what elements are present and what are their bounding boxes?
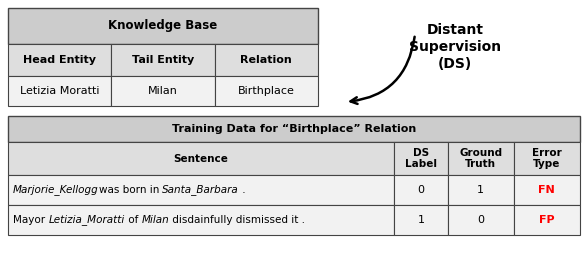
Text: 0: 0 <box>417 185 425 195</box>
Bar <box>448 142 514 175</box>
Bar <box>8 76 111 106</box>
Text: 1: 1 <box>417 215 425 225</box>
Text: Training Data for “Birthplace” Relation: Training Data for “Birthplace” Relation <box>172 124 416 134</box>
Bar <box>8 116 580 142</box>
Text: Knowledge Base: Knowledge Base <box>108 20 218 33</box>
Bar <box>448 205 514 235</box>
Text: DS
Label: DS Label <box>405 148 437 169</box>
Bar <box>394 142 448 175</box>
Text: Tail Entity: Tail Entity <box>132 55 194 65</box>
Text: was born in: was born in <box>99 185 162 195</box>
Text: Mayor: Mayor <box>13 215 48 225</box>
Bar <box>394 175 448 205</box>
Text: Sentence: Sentence <box>173 153 229 164</box>
Bar <box>514 205 580 235</box>
Bar <box>111 44 215 76</box>
Text: Distant
Supervision
(DS): Distant Supervision (DS) <box>409 23 501 71</box>
Text: Letizia_Moratti: Letizia_Moratti <box>48 215 125 226</box>
Bar <box>215 44 318 76</box>
Bar <box>215 76 318 106</box>
Bar <box>448 175 514 205</box>
Text: Milan: Milan <box>141 215 169 225</box>
Text: Marjorie_Kellogg: Marjorie_Kellogg <box>13 185 99 196</box>
Bar <box>514 175 580 205</box>
Text: of: of <box>125 215 141 225</box>
Text: Letizia Moratti: Letizia Moratti <box>20 86 99 96</box>
Text: Error
Type: Error Type <box>532 148 562 169</box>
Bar <box>8 205 394 235</box>
Bar <box>111 76 215 106</box>
Text: .: . <box>239 185 246 195</box>
Text: Santa_Barbara: Santa_Barbara <box>162 185 239 196</box>
Bar <box>8 175 394 205</box>
Text: Milan: Milan <box>148 86 178 96</box>
Bar <box>394 205 448 235</box>
Text: 0: 0 <box>477 215 485 225</box>
Bar <box>8 8 318 44</box>
Text: Ground
Truth: Ground Truth <box>459 148 502 169</box>
Bar <box>8 44 111 76</box>
Bar <box>8 142 394 175</box>
Text: Relation: Relation <box>240 55 292 65</box>
FancyArrowPatch shape <box>350 37 415 104</box>
Text: disdainfully dismissed it .: disdainfully dismissed it . <box>169 215 305 225</box>
Bar <box>514 142 580 175</box>
Text: FP: FP <box>539 215 554 225</box>
Text: 1: 1 <box>477 185 485 195</box>
Text: Head Entity: Head Entity <box>23 55 96 65</box>
Text: FN: FN <box>539 185 555 195</box>
Text: Birthplace: Birthplace <box>238 86 295 96</box>
